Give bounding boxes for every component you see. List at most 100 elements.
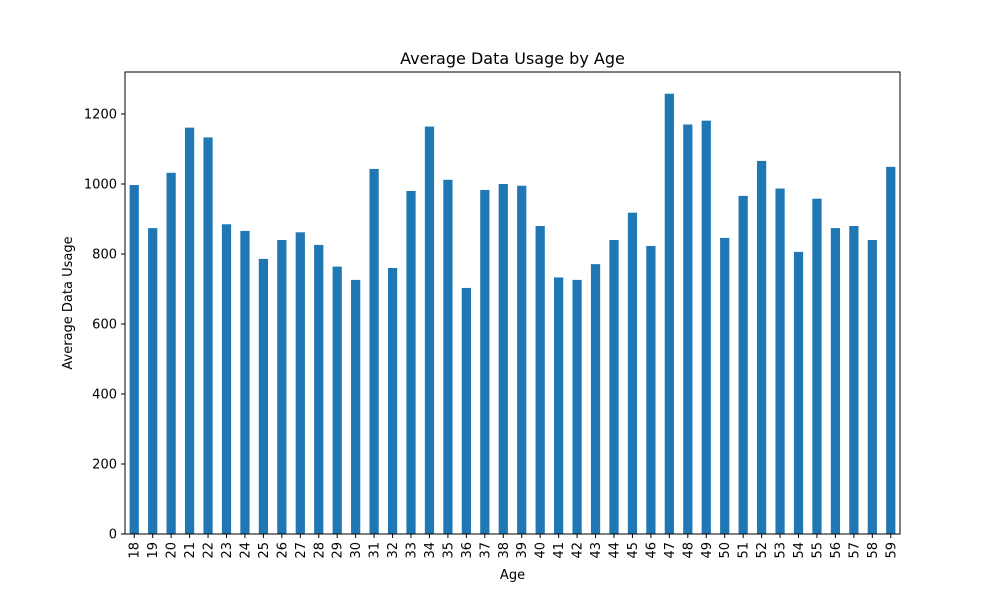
- bar-age-41: [554, 277, 564, 534]
- x-tick-label: 22: [202, 542, 217, 559]
- bar-age-35: [443, 179, 453, 535]
- y-ticks: 0 200 400 600 800 1000 1200: [84, 108, 125, 543]
- bar-age-33: [406, 191, 416, 534]
- x-tick-label: 30: [349, 542, 364, 559]
- bar-age-20: [166, 172, 176, 535]
- x-tick-label: 42: [571, 542, 586, 559]
- plot-frame: [124, 71, 901, 535]
- x-tick-label: 45: [626, 542, 641, 559]
- bar-age-52: [756, 160, 767, 534]
- x-tick-label: 43: [589, 542, 604, 559]
- bar-age-28: [314, 244, 324, 534]
- x-tick-label: 53: [774, 542, 789, 559]
- x-tick-label: 29: [331, 542, 346, 559]
- y-tick-label: 1000: [84, 178, 117, 193]
- x-tick-label: 50: [718, 542, 733, 559]
- bar-age-51: [738, 195, 748, 534]
- bar-age-19: [148, 228, 158, 534]
- bar-age-23: [221, 224, 232, 534]
- x-tick-label: 40: [534, 542, 549, 559]
- x-tick-label: 46: [644, 542, 659, 559]
- y-tick-label: 1200: [84, 108, 117, 123]
- x-tick-label: 56: [829, 542, 844, 559]
- x-tick-label: 47: [663, 542, 678, 559]
- bars-layer: [129, 93, 896, 535]
- bar-age-47: [664, 93, 674, 534]
- bar-age-49: [701, 120, 711, 535]
- x-tick-label: 20: [165, 542, 180, 559]
- bar-age-42: [572, 279, 582, 534]
- x-tick-label: 35: [441, 542, 456, 559]
- bar-age-45: [627, 212, 638, 534]
- bar-age-48: [683, 124, 693, 534]
- axes-layer: [124, 71, 901, 535]
- x-tick-label: 27: [294, 542, 309, 559]
- bar-age-53: [775, 188, 785, 535]
- bar-age-31: [369, 168, 379, 534]
- bar-age-29: [332, 266, 342, 534]
- x-tick-label: 18: [128, 542, 143, 559]
- y-tick-label: 800: [92, 248, 117, 263]
- x-tick-label: 25: [257, 542, 272, 559]
- y-axis-label: Average Data Usage: [61, 236, 76, 369]
- bar-age-30: [351, 279, 361, 534]
- x-tick-label: 31: [368, 542, 383, 559]
- x-tick-label: 34: [423, 542, 438, 559]
- x-tick-label: 37: [478, 542, 493, 559]
- bar-age-38: [498, 184, 508, 534]
- x-axis-label: Age: [500, 568, 525, 583]
- x-tick-label: 41: [552, 542, 567, 559]
- x-ticks: 18 19 20 21 22 23 24 25 26 27 28 29 30 31 32 33 34 35 36 37…: [128, 534, 899, 559]
- x-tick-label: 39: [515, 542, 530, 559]
- y-tick-label: 200: [92, 458, 117, 473]
- bar-age-40: [535, 226, 545, 534]
- x-tick-label: 38: [497, 542, 512, 559]
- bar-age-18: [129, 185, 139, 535]
- bar-age-55: [812, 198, 822, 534]
- x-tick-label: 49: [700, 542, 715, 559]
- bar-age-58: [867, 240, 877, 534]
- x-tick-label: 59: [884, 542, 899, 559]
- bar-age-44: [609, 240, 619, 534]
- x-tick-label: 52: [755, 542, 770, 559]
- y-tick-label: 600: [92, 318, 117, 333]
- bar-age-46: [646, 245, 656, 534]
- x-tick-label: 23: [220, 542, 235, 559]
- x-tick-label: 44: [607, 542, 622, 559]
- x-tick-label: 19: [146, 542, 161, 559]
- x-tick-label: 24: [238, 542, 253, 559]
- x-tick-label: 57: [847, 542, 862, 559]
- bar-age-39: [517, 185, 527, 534]
- bar-age-50: [720, 237, 730, 534]
- x-tick-label: 54: [792, 542, 807, 559]
- bar-age-24: [240, 230, 250, 534]
- y-tick-label: 400: [92, 388, 117, 403]
- bar-age-37: [480, 189, 490, 534]
- bar-age-34: [424, 126, 435, 534]
- y-tick-label: 0: [109, 528, 117, 543]
- x-tick-label: 26: [275, 542, 290, 559]
- bar-age-32: [387, 268, 398, 534]
- x-tick-label: 58: [866, 542, 881, 559]
- x-tick-label: 51: [737, 542, 752, 559]
- x-tick-label: 33: [405, 542, 420, 559]
- bar-age-56: [830, 228, 841, 534]
- bar-age-22: [203, 137, 213, 534]
- bar-age-59: [886, 166, 896, 534]
- bar-age-43: [590, 264, 601, 534]
- bar-age-21: [184, 127, 195, 535]
- bar-age-57: [849, 226, 859, 534]
- x-tick-label: 28: [312, 542, 327, 559]
- bar-age-25: [258, 258, 269, 534]
- bar-age-54: [793, 251, 804, 534]
- bar-age-27: [295, 232, 305, 535]
- x-tick-label: 36: [460, 542, 475, 559]
- chart-title: Average Data Usage by Age: [400, 49, 625, 68]
- x-tick-label: 21: [183, 542, 198, 559]
- x-tick-label: 48: [681, 542, 696, 559]
- x-tick-label: 32: [386, 542, 401, 559]
- x-tick-label: 55: [810, 542, 825, 559]
- bar-age-26: [277, 240, 287, 534]
